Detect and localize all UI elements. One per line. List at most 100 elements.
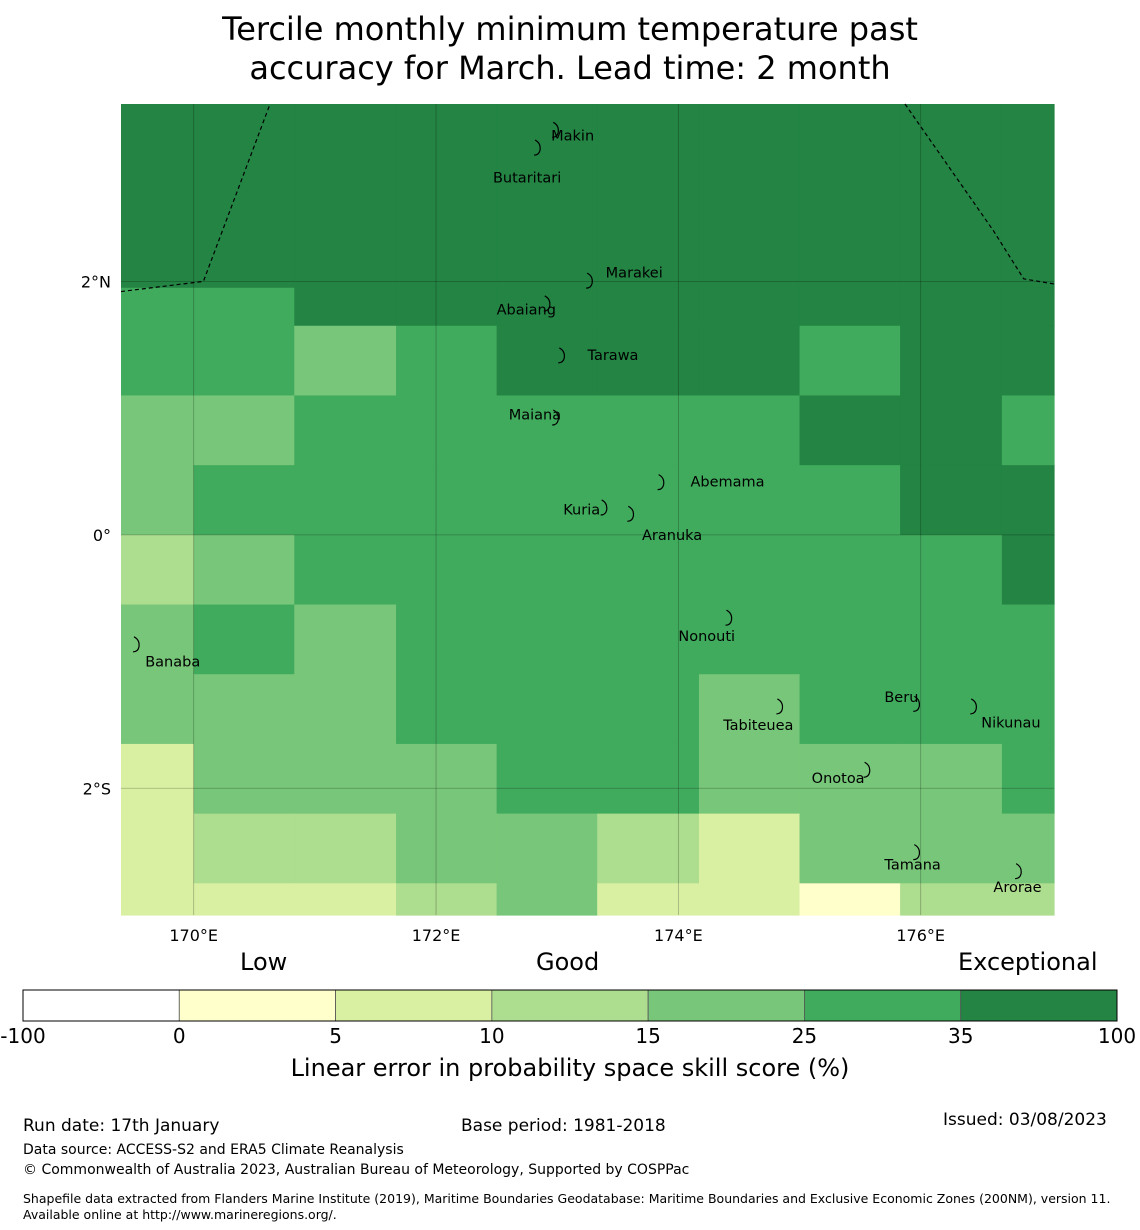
lon-tick-label: 176°E bbox=[896, 926, 945, 945]
lon-tick-label: 170°E bbox=[169, 926, 218, 945]
grid-cell bbox=[597, 813, 700, 884]
island-label: Tabiteuea bbox=[722, 718, 793, 734]
grid-cell bbox=[900, 287, 1003, 327]
grid-cell bbox=[597, 104, 700, 289]
grid-cell bbox=[121, 104, 195, 289]
grid-cell bbox=[121, 325, 195, 397]
grid-cell bbox=[496, 325, 598, 397]
grid-cell bbox=[900, 743, 1003, 815]
island-label: Marakei bbox=[606, 266, 663, 282]
grid-cell bbox=[121, 465, 195, 536]
grid-cell bbox=[294, 534, 397, 606]
grid-cell bbox=[1001, 674, 1055, 745]
island-label: Kuria bbox=[563, 503, 600, 519]
skill-grid bbox=[121, 104, 1055, 916]
category-exceptional: Exceptional bbox=[958, 948, 1098, 976]
grid-cell bbox=[799, 534, 901, 606]
issued-date: Issued: 03/08/2023 bbox=[943, 1110, 1107, 1130]
grid-cell bbox=[496, 465, 598, 536]
grid-cell bbox=[121, 287, 195, 327]
grid-cell bbox=[1001, 395, 1055, 466]
grid-cell bbox=[294, 604, 397, 675]
grid-cell bbox=[496, 813, 598, 884]
island-outline bbox=[552, 121, 559, 138]
grid-cell bbox=[396, 674, 498, 745]
grid-cell bbox=[900, 813, 1003, 884]
grid-cell bbox=[799, 465, 901, 536]
grid-cell bbox=[799, 674, 901, 745]
grid-cell bbox=[121, 534, 195, 606]
eez-boundaries bbox=[120, 103, 1055, 293]
grid-cell bbox=[1001, 325, 1055, 397]
island-outline bbox=[552, 409, 559, 426]
island-outline bbox=[913, 695, 921, 712]
grid-cell bbox=[698, 674, 801, 745]
grid-cell bbox=[799, 743, 901, 815]
colorbar-tick-label: 25 bbox=[791, 1024, 818, 1048]
grid-cell bbox=[193, 883, 295, 916]
island-label: Onotoa bbox=[812, 771, 865, 787]
grid-cell bbox=[294, 395, 397, 466]
grid-cell bbox=[1001, 465, 1055, 536]
island-outline bbox=[776, 698, 784, 715]
grid-cell bbox=[597, 465, 700, 536]
lat-tick-label: 0° bbox=[93, 526, 111, 545]
island-outline bbox=[657, 474, 665, 491]
grid-cell bbox=[193, 813, 295, 884]
grid-cell bbox=[496, 534, 598, 606]
grid-cell bbox=[121, 604, 195, 675]
grid-cell bbox=[121, 743, 195, 815]
grid-cell bbox=[121, 813, 195, 884]
grid-cell bbox=[396, 465, 498, 536]
grid-cell bbox=[396, 395, 498, 466]
grid-cell bbox=[496, 287, 598, 327]
grid-cell bbox=[799, 604, 901, 675]
island-outline bbox=[558, 347, 566, 364]
colorbar-segment bbox=[335, 989, 493, 1022]
grid-cell bbox=[698, 883, 801, 916]
grid-cell bbox=[294, 465, 397, 536]
grid-cell bbox=[698, 325, 801, 397]
grid-cell bbox=[1001, 743, 1055, 815]
data-source: Data source: ACCESS-S2 and ERA5 Climate … bbox=[23, 1142, 404, 1158]
grid-cell bbox=[597, 287, 700, 327]
grid-cell bbox=[193, 534, 295, 606]
grid-cell bbox=[799, 813, 901, 884]
shapefile-credit: Shapefile data extracted from Flanders M… bbox=[23, 1191, 1111, 1222]
eez-boundary-east bbox=[904, 103, 1055, 285]
island-label: Beru bbox=[884, 690, 918, 706]
colorbar-frame bbox=[22, 989, 1118, 1022]
grid-cell bbox=[799, 104, 901, 289]
grid-cell bbox=[496, 674, 598, 745]
grid-cell bbox=[193, 395, 295, 466]
island-label: Tamana bbox=[883, 857, 940, 873]
island-label: Arorae bbox=[993, 880, 1041, 896]
category-low: Low bbox=[240, 948, 288, 976]
island-outline bbox=[863, 761, 871, 778]
island-outline bbox=[586, 272, 593, 289]
grid-cell bbox=[799, 287, 901, 327]
title-line-2: accuracy for March. Lead time: 2 month bbox=[249, 49, 891, 87]
grid-cell bbox=[496, 883, 598, 916]
colorbar-tick-label: 100 bbox=[1097, 1024, 1137, 1048]
grid-cell bbox=[496, 743, 598, 815]
grid-cell bbox=[1001, 883, 1055, 916]
grid-cell bbox=[496, 395, 598, 466]
island-outline bbox=[725, 609, 733, 626]
island-label: Banaba bbox=[145, 655, 200, 671]
islands: Makin Butaritari Marakei Abaiang Tarawa Maian… bbox=[132, 121, 1042, 896]
grid-cell bbox=[698, 395, 801, 466]
grid-cell bbox=[193, 287, 295, 327]
colorbar-tick-label: 5 bbox=[329, 1024, 342, 1048]
grid-cell bbox=[193, 104, 295, 289]
grid-cell bbox=[193, 325, 295, 397]
grid-cell bbox=[597, 883, 700, 916]
island-label: Butaritari bbox=[493, 170, 561, 186]
island-outline bbox=[1015, 863, 1022, 880]
grid-cell bbox=[597, 395, 700, 466]
copyright: © Commonwealth of Australia 2023, Austra… bbox=[23, 1162, 690, 1178]
grid-cell bbox=[698, 287, 801, 327]
grid-cell bbox=[900, 674, 1003, 745]
grid-cell bbox=[799, 395, 901, 466]
grid-cell bbox=[396, 813, 498, 884]
